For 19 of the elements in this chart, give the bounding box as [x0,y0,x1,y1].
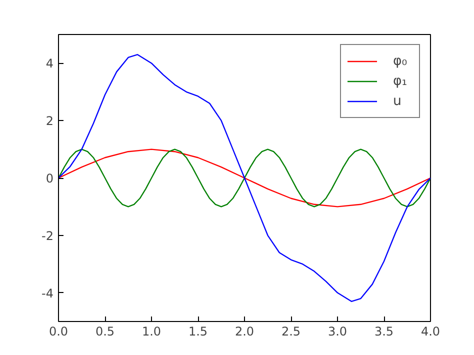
legend-label: u [393,94,402,108]
x-tick-label: 3.0 [328,324,348,338]
y-tick-label: 0 [46,172,54,186]
x-tick-label: 4.0 [420,324,440,338]
line-series [58,54,430,302]
legend-label: φ₁ [393,74,408,88]
x-tick-label: 0.5 [95,324,115,338]
y-tick-label: -2 [42,228,54,243]
legend-label: φ₀ [393,54,408,68]
line-series [58,148,430,208]
y-tick-label: -4 [42,286,54,300]
x-tick-label: 1.5 [188,324,208,338]
x-tick-label: 1.0 [142,324,162,338]
x-tick-label: 2.5 [281,324,301,338]
x-tick-label: 0.0 [48,324,68,338]
x-tick-label: 3.5 [374,324,394,338]
y-tick-label: 2 [46,114,54,128]
y-tick-label: 4 [46,56,54,71]
x-tick-label: 2.0 [234,324,254,338]
